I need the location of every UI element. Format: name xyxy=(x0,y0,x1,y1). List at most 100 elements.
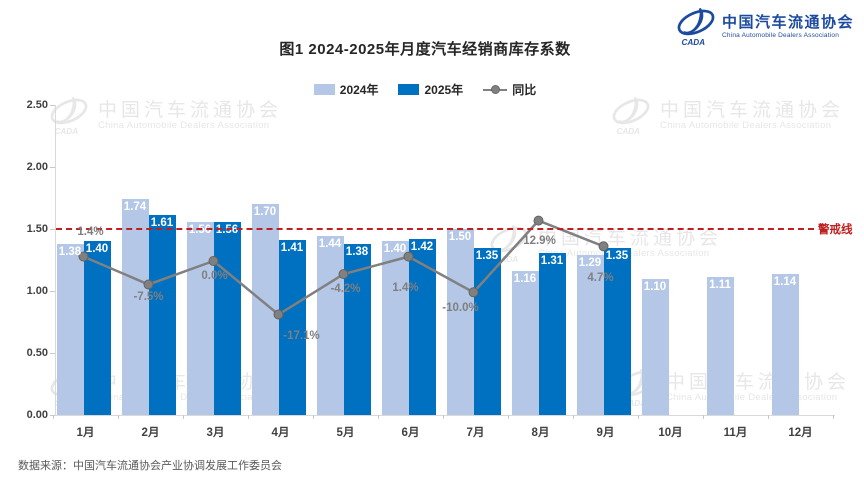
legend-line-marker-icon xyxy=(483,84,508,95)
x-tick-mark xyxy=(248,415,249,419)
y-tick-mark xyxy=(50,415,55,416)
x-tick-mark xyxy=(443,415,444,419)
x-tick-mark xyxy=(378,415,379,419)
watermark: 中国汽车流通协会 China Automobile Dealers Associ… xyxy=(48,96,282,136)
bar-2024年-4月 xyxy=(251,204,279,415)
bar-2024年-12月 xyxy=(771,273,799,415)
watermark-cn: 中国汽车流通协会 xyxy=(660,99,845,121)
bar-2025年-4月 xyxy=(278,240,306,415)
legend-label-yoy: 同比 xyxy=(512,83,537,97)
y-tick-mark xyxy=(50,167,55,168)
bar-value-label: 1.38 xyxy=(345,245,369,258)
bar-2025年-9月 xyxy=(603,247,631,415)
watermark-en: China Automobile Dealers Association xyxy=(660,120,832,132)
x-tick-mark xyxy=(703,415,704,419)
brand-name-cn: 中国汽车流通协会 xyxy=(721,15,854,32)
x-tick-label: 6月 xyxy=(401,427,420,439)
yoy-percent-label: -10.0% xyxy=(442,302,479,315)
x-tick-label: 3月 xyxy=(206,427,225,439)
bar-2025年-5月 xyxy=(343,243,371,415)
x-tick-label: 5月 xyxy=(336,427,355,439)
yoy-percent-label: 1.4% xyxy=(77,225,104,238)
bar-2025年-3月 xyxy=(213,221,241,415)
bar-2025年-6月 xyxy=(408,238,436,415)
bar-value-label: 1.14 xyxy=(773,275,797,288)
x-tick-label: 9月 xyxy=(596,427,615,439)
bar-value-label: 1.35 xyxy=(605,249,629,262)
y-tick-label: 2.50 xyxy=(26,99,48,111)
data-source-note: 数据来源：中国汽车流通协会产业协调发展工作委员会 xyxy=(18,460,282,472)
warning-line-label: 警戒线 xyxy=(818,224,853,236)
watermark-en: China Automobile Dealers Association xyxy=(666,392,838,404)
legend-swatch-2025 xyxy=(398,84,420,95)
bar-2025年-7月 xyxy=(473,247,501,415)
y-tick-mark xyxy=(50,105,55,106)
y-tick-label: 2.00 xyxy=(26,161,48,173)
bar-2024年-3月 xyxy=(186,221,214,415)
x-tick-mark xyxy=(638,415,639,419)
bar-value-label: 1.70 xyxy=(253,206,277,219)
y-tick-label: 1.50 xyxy=(26,223,48,235)
legend-item-yoy: 同比 xyxy=(483,81,536,98)
bar-2025年-2月 xyxy=(148,215,176,415)
bar-2025年-8月 xyxy=(538,252,566,415)
bar-value-label: 1.31 xyxy=(540,254,564,267)
bar-2024年-5月 xyxy=(316,236,344,415)
yoy-percent-label: 0.0% xyxy=(201,270,228,282)
x-axis-line xyxy=(55,415,835,416)
y-tick-mark xyxy=(50,291,55,292)
brand-name-en: China Automobile Dealers Association xyxy=(721,31,840,39)
chart-title: 图1 2024-2025年月度汽车经销商库存系数 xyxy=(279,41,571,58)
warning-line xyxy=(56,228,814,230)
x-tick-mark xyxy=(313,415,314,419)
bar-value-label: 1.41 xyxy=(280,242,304,255)
bar-value-label: 1.16 xyxy=(513,273,537,286)
x-tick-mark xyxy=(53,415,54,419)
x-tick-mark xyxy=(768,415,769,419)
yoy-percent-label: -17.1% xyxy=(283,329,320,342)
bar-2024年-11月 xyxy=(706,277,734,415)
watermark-cn: 中国汽车流通协会 xyxy=(98,99,283,121)
cada-brand: 中国汽车流通协会 China Automobile Dealers Associ… xyxy=(675,7,854,47)
bar-value-label: 1.29 xyxy=(578,257,602,270)
y-tick-label: 0.00 xyxy=(26,409,48,421)
x-tick-label: 1月 xyxy=(76,427,95,439)
x-tick-label: 8月 xyxy=(531,427,550,439)
yoy-percent-label: 1.4% xyxy=(392,281,419,294)
bar-value-label: 1.42 xyxy=(410,240,434,253)
bar-value-label: 1.40 xyxy=(85,243,109,256)
bar-value-label: 1.11 xyxy=(709,279,731,292)
watermark: 中国汽车流通协会 China Automobile Dealers Associ… xyxy=(610,96,844,136)
bar-value-label: 1.50 xyxy=(448,231,472,243)
bar-2025年-1月 xyxy=(83,241,111,415)
bar-2024年-8月 xyxy=(511,271,539,415)
x-tick-label: 12月 xyxy=(788,427,813,439)
chart-legend: 2024年 2025年 同比 xyxy=(0,81,850,98)
bar-2024年-7月 xyxy=(446,229,474,415)
y-tick-mark xyxy=(50,229,55,230)
x-tick-mark xyxy=(183,415,184,419)
watermark-en: China Automobile Dealers Association xyxy=(98,392,270,404)
legend-swatch-2024 xyxy=(313,84,335,95)
yoy-percent-label: 4.7% xyxy=(587,272,614,285)
bar-value-label: 1.10 xyxy=(643,280,667,293)
yoy-marker xyxy=(533,215,544,226)
yoy-percent-label: -7.5% xyxy=(133,291,164,304)
x-tick-mark xyxy=(573,415,574,419)
bar-2024年-10月 xyxy=(641,278,669,415)
x-tick-label: 7月 xyxy=(466,427,485,439)
bar-value-label: 1.35 xyxy=(475,249,499,262)
watermark-en: China Automobile Dealers Association xyxy=(98,120,270,132)
x-tick-mark xyxy=(118,415,119,419)
x-tick-label: 2月 xyxy=(141,427,160,439)
legend-item-2024: 2024年 xyxy=(313,81,379,98)
x-tick-mark xyxy=(833,415,834,419)
legend-label-2024: 2024年 xyxy=(339,83,379,97)
bar-value-label: 1.44 xyxy=(318,238,342,251)
bar-2024年-6月 xyxy=(381,241,409,415)
x-tick-label: 10月 xyxy=(658,427,683,439)
x-tick-label: 11月 xyxy=(723,427,748,439)
bar-value-label: 1.74 xyxy=(123,201,147,214)
x-tick-mark xyxy=(508,415,509,419)
